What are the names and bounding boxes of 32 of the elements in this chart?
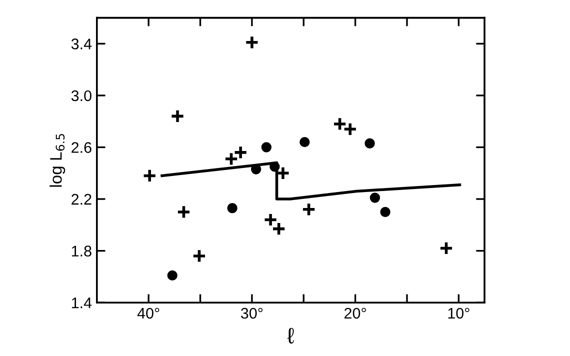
y-tick-label: 3.0 bbox=[71, 90, 92, 102]
y-tick-label: 1.8 bbox=[72, 246, 92, 257]
point bbox=[142, 168, 157, 183]
point bbox=[439, 241, 454, 256]
point bbox=[227, 203, 238, 214]
point bbox=[244, 35, 260, 50]
point bbox=[272, 222, 286, 236]
x-tick-label: 40° bbox=[137, 308, 160, 319]
point bbox=[270, 162, 280, 172]
point bbox=[302, 202, 316, 217]
x-tick-label: 30° bbox=[240, 308, 263, 319]
y-tick-label: 1.4 bbox=[72, 298, 92, 308]
line-series bbox=[160, 161, 462, 200]
point bbox=[192, 248, 206, 264]
point bbox=[370, 192, 380, 203]
x-tick-label: 20° bbox=[344, 308, 366, 319]
point bbox=[167, 270, 178, 280]
point bbox=[176, 204, 191, 220]
point bbox=[380, 206, 390, 218]
point bbox=[332, 116, 347, 132]
y-tick-label: 2.6 bbox=[72, 142, 92, 153]
point bbox=[342, 122, 358, 136]
y-tick-label: 3.4 bbox=[71, 38, 92, 50]
point bbox=[261, 142, 272, 152]
y-tick-label: 2.2 bbox=[72, 194, 92, 205]
x-tick-label: 10° bbox=[448, 308, 470, 319]
y-axis-title: log L$_{6.5}$ bbox=[50, 134, 66, 187]
point bbox=[170, 108, 185, 124]
point bbox=[263, 212, 278, 227]
point bbox=[300, 136, 310, 148]
point bbox=[364, 138, 375, 148]
x-axis-title: ℓ bbox=[287, 328, 294, 344]
